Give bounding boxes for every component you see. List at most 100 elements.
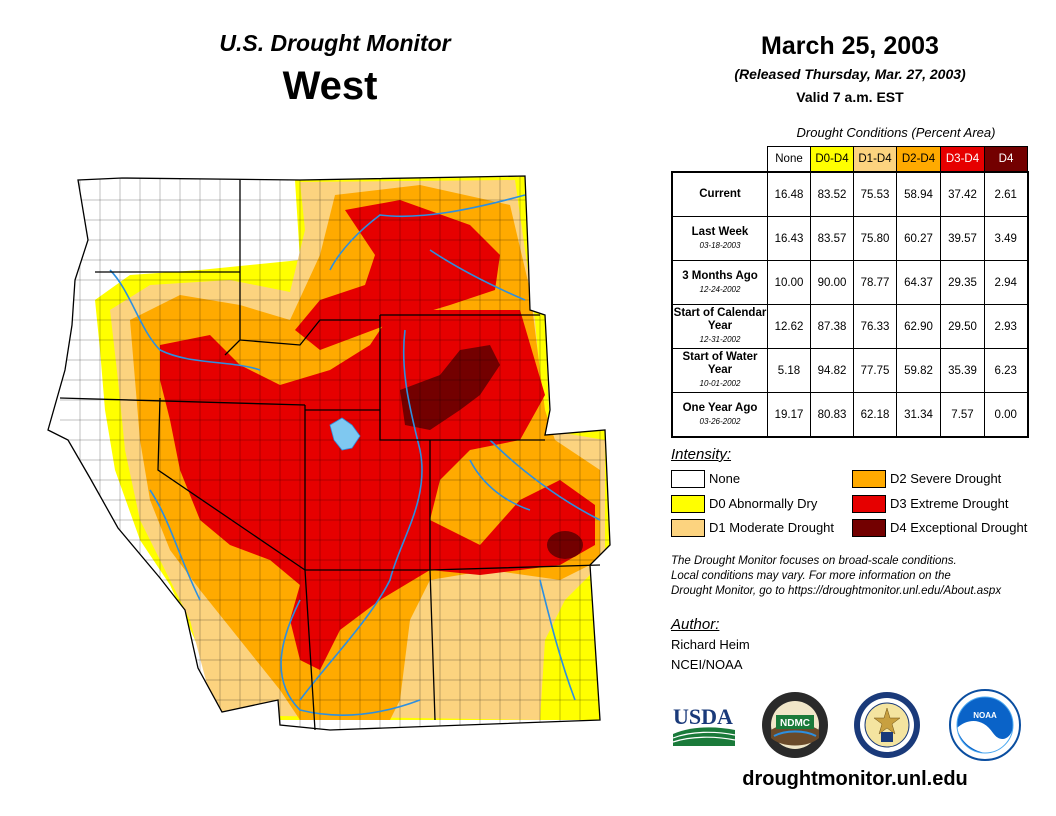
table-cell: 29.35 [940,260,985,305]
table-cell: 80.83 [810,392,854,438]
table-cell: 77.75 [853,348,897,393]
author-name: Richard Heim [671,637,750,652]
drought-areas [48,176,610,730]
row-label: Last Week 03-18-2003 [671,216,768,261]
note-line: The Drought Monitor focuses on broad-sca… [671,555,957,567]
legend-label: D3 Extreme Drought [890,496,1009,511]
table-cell: 75.80 [853,216,897,261]
legend-swatch [671,495,705,513]
table-cell: 78.77 [853,260,897,305]
legend-label: D2 Severe Drought [890,471,1002,486]
row-date: 10-01-2002 [699,379,741,388]
table-caption: Drought Conditions (Percent Area) [796,125,996,140]
col-header-d0-d4: D0-D4 [810,146,854,173]
row-label: Current [671,171,768,217]
author-org: NCEI/NOAA [671,657,743,672]
legend-label: D4 Exceptional Drought [890,520,1028,535]
table-cell: 75.53 [853,171,897,217]
ndmc-logo: NDMC [762,692,828,758]
row-label: 3 Months Ago 12-24-2002 [671,260,768,305]
table-cell: 12.62 [767,304,811,349]
table-row: Start of Calendar Year 12-31-2002 12.62 8… [671,304,1029,349]
table-cell: 2.94 [984,260,1029,305]
rivers [109,194,601,716]
table-cell: 60.27 [896,216,941,261]
commerce-seal-logo [854,692,920,758]
table-cell: 83.57 [810,216,854,261]
row-date: 12-24-2002 [699,284,741,294]
drought-stats-table: None D0-D4 D1-D4 D2-D4 D3-D4 D4 Current … [671,146,1029,438]
note-line: Local conditions may vary. For more info… [671,570,951,582]
region-title: West [282,64,378,108]
area-d4-southeast [547,531,583,559]
table-row: 3 Months Ago 12-24-2002 10.00 90.00 78.77… [671,260,1029,305]
row-date: 12-31-2002 [699,335,741,344]
usda-logo: USDA [672,704,736,746]
great-salt-lake [329,417,361,451]
legend-label: D0 Abnormally Dry [709,496,818,511]
release-date: (Released Thursday, Mar. 27, 2003) [734,66,966,82]
table-cell: 94.82 [810,348,854,393]
table-cell: 59.82 [896,348,941,393]
col-header-d4: D4 [984,146,1028,173]
table-cell: 0.00 [984,392,1029,438]
area-d3-north [295,200,500,350]
table-cell: 16.48 [767,171,811,217]
table-row: One Year Ago 03-26-2002 19.17 80.83 62.18… [671,392,1029,438]
usda-logo-text: USDA [673,704,733,729]
legend-swatch [852,470,886,488]
table-cell: 62.18 [853,392,897,438]
table-cell: 76.33 [853,304,897,349]
state-borders [47,175,611,731]
table-cell: 64.37 [896,260,941,305]
table-cell: 6.23 [984,348,1029,393]
legend-label: D1 Moderate Drought [709,520,835,535]
area-d4 [400,345,500,430]
table-cell: 31.34 [896,392,941,438]
legend-swatch [671,470,705,488]
table-corner [672,147,768,173]
col-header-none: None [767,146,811,173]
table-row: Current 16.48 83.52 75.53 58.94 37.42 2.… [671,171,1029,217]
row-label: One Year Ago 03-26-2002 [671,392,768,438]
table-cell: 5.18 [767,348,811,393]
website-link[interactable]: droughtmonitor.unl.edu [742,768,968,790]
row-date: 03-26-2002 [699,416,741,426]
author-title: Author: [671,616,720,633]
table-cell: 16.43 [767,216,811,261]
map-title: U.S. Drought Monitor [219,30,451,56]
legend-title: Intensity: [671,446,732,463]
legend-label: None [709,471,741,486]
table-cell: 29.50 [940,304,985,349]
table-cell: 2.93 [984,304,1029,349]
table-cell: 35.39 [940,348,985,393]
table-cell: 62.90 [896,304,941,349]
noaa-logo-text: NOAA [973,711,997,720]
table-cell: 10.00 [767,260,811,305]
table-cell: 83.52 [810,171,854,217]
legend-swatch [852,519,886,537]
table-cell: 19.17 [767,392,811,438]
row-label: Start of Calendar Year 12-31-2002 [671,304,768,349]
legend-swatch [852,495,886,513]
valid-time: Valid 7 a.m. EST [796,89,904,105]
table-cell: 90.00 [810,260,854,305]
table-row: Start of Water Year 10-01-2002 5.18 94.82… [671,348,1029,393]
row-date: 03-18-2003 [699,240,741,250]
table-cell: 3.49 [984,216,1029,261]
disclaimer-note: The Drought Monitor focuses on broad-sca… [671,554,1041,599]
table-cell: 37.42 [940,171,985,217]
drought-map [47,175,611,731]
ndmc-logo-text: NDMC [780,718,810,729]
col-header-d3-d4: D3-D4 [940,146,985,173]
table-cell: 87.38 [810,304,854,349]
note-line: Drought Monitor, go to https://droughtmo… [671,585,1002,597]
table-header-row: None D0-D4 D1-D4 D2-D4 D3-D4 D4 [672,146,1028,173]
map-date: March 25, 2003 [761,32,939,60]
row-label: Start of Water Year 10-01-2002 [671,348,768,393]
table-row: Last Week 03-18-2003 16.43 83.57 75.80 60… [671,216,1029,261]
table-cell: 2.61 [984,171,1029,217]
col-header-d1-d4: D1-D4 [853,146,897,173]
table-cell: 58.94 [896,171,941,217]
table-cell: 7.57 [940,392,985,438]
